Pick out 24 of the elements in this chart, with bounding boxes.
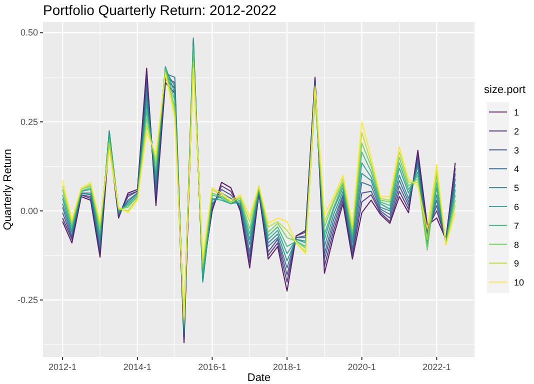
- y-tick-label: 0.50: [20, 28, 38, 38]
- x-axis-title: Date: [247, 372, 271, 384]
- legend-label: 4: [514, 164, 520, 174]
- y-tick-label: 0.25: [20, 116, 38, 127]
- y-tick-label: -0.25: [17, 294, 38, 305]
- x-tick-label: 2014-1: [123, 362, 152, 372]
- legend-label: 5: [514, 183, 520, 194]
- legend-label: 9: [514, 258, 520, 269]
- chart-title: Portfolio Quarterly Return: 2012-2022: [43, 2, 277, 18]
- legend-label: 7: [514, 220, 520, 231]
- x-tick-label: 2016-1: [198, 362, 226, 372]
- legend-label: 6: [514, 202, 520, 212]
- x-tick-label: 2022-1: [422, 362, 451, 372]
- x-tick-label: 2020-1: [348, 362, 376, 372]
- legend-label: 8: [514, 240, 520, 250]
- y-tick-label: 0.00: [20, 206, 38, 216]
- x-tick-label: 2012-1: [48, 362, 77, 372]
- legend-label: 1: [514, 108, 520, 118]
- legend-label: 10: [514, 278, 524, 288]
- y-axis-title: Quarterly Return: [2, 148, 14, 230]
- legend-label: 2: [514, 126, 520, 136]
- legend-title: size.port: [484, 84, 526, 96]
- x-tick-label: 2018-1: [273, 362, 302, 372]
- legend-label: 3: [514, 145, 520, 156]
